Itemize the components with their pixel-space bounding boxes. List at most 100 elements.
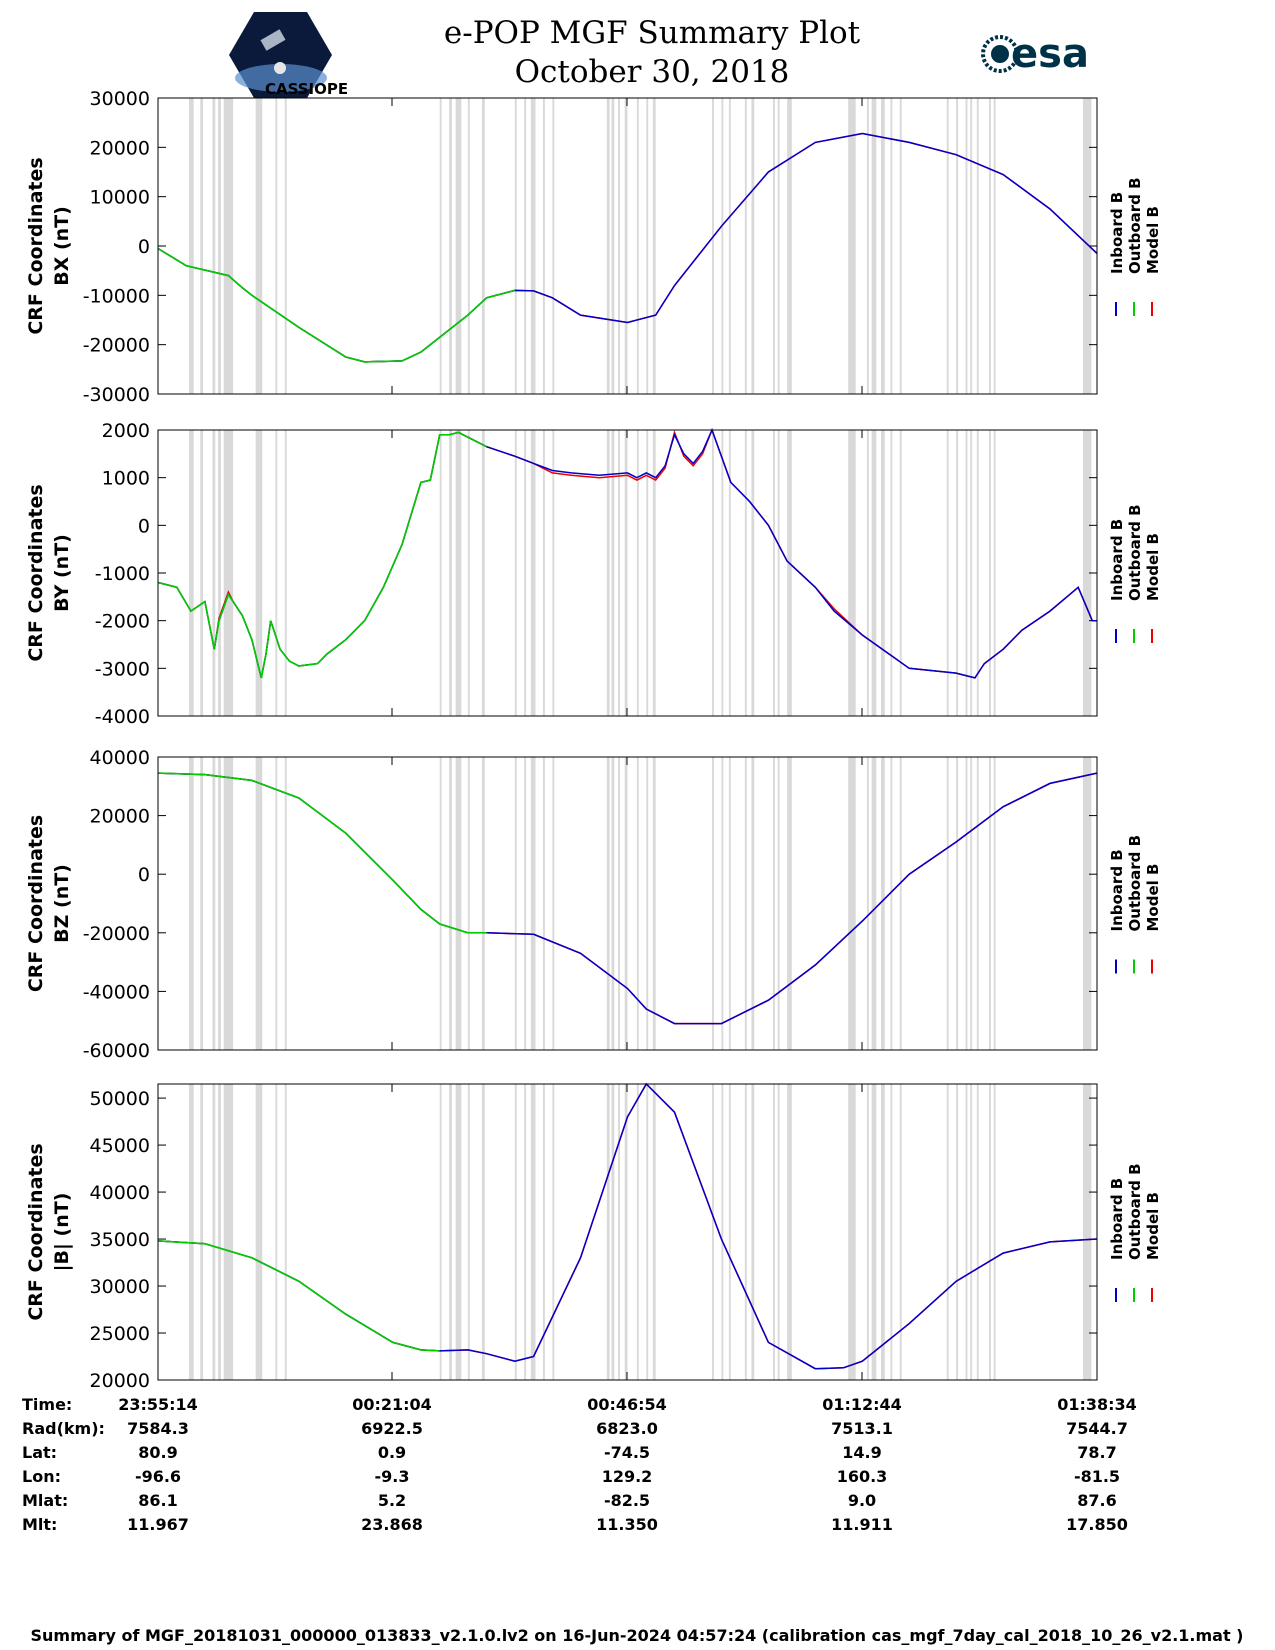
y-tick-label: 20000 [90, 806, 150, 828]
gap-band [255, 757, 263, 1050]
gap-band [773, 98, 775, 394]
gap-band [744, 98, 747, 394]
info-cell: 00:46:54 [587, 1395, 667, 1414]
legend-label: Inboard B [1108, 519, 1126, 601]
gap-band [636, 430, 639, 716]
y-tick-label: 20000 [90, 1370, 150, 1392]
gap-band [646, 98, 649, 394]
gap-band [223, 757, 234, 1050]
gap-band [652, 1084, 656, 1380]
gap-band [467, 1084, 470, 1380]
gap-band [467, 98, 470, 394]
info-cell: 01:12:44 [822, 1395, 902, 1414]
info-cell: 14.9 [842, 1443, 881, 1462]
gap-band [881, 757, 885, 1050]
info-cell: 5.2 [378, 1491, 406, 1510]
y-tick-label: -3000 [95, 658, 150, 680]
gap-band [848, 98, 856, 394]
y-tick-label: 45000 [90, 1135, 150, 1157]
gap-band [773, 757, 775, 1050]
gap-band [481, 430, 485, 716]
gap-band [970, 430, 973, 716]
panel-3: 40000 20000 0 -20000 -40000 -60000 CRF Coordin… [25, 747, 1162, 1062]
legend-label: Model B [1144, 206, 1162, 274]
gap-band [618, 1084, 620, 1380]
orbit-info-table: Time: Rad(km): Lat: Lon: Mlat: Mlt: 23:55:14 75… [22, 1395, 1137, 1534]
esa-logo: esa [981, 31, 1089, 77]
gap-band [188, 98, 194, 394]
gap-band [712, 1084, 714, 1380]
gap-band [728, 430, 731, 716]
y-axis-label-line2: BX (nT) [51, 206, 73, 286]
cassiope-logo: CASSIOPE [229, 12, 348, 98]
gap-band [866, 1084, 869, 1380]
gap-band [890, 98, 893, 394]
gap-band [284, 98, 287, 394]
gap-band [455, 1084, 462, 1380]
chart-subtitle: October 30, 2018 [515, 54, 790, 90]
gap-band [524, 757, 527, 1050]
gap-band [848, 430, 856, 716]
y-tick-label: 35000 [90, 1229, 150, 1251]
y-tick-label: -2000 [95, 611, 150, 633]
gap-band [275, 1084, 278, 1380]
gap-band [223, 1084, 234, 1380]
series-outboard-b [157, 431, 487, 679]
gap-band [989, 757, 991, 1050]
gap-band [439, 1084, 442, 1380]
gap-band [956, 98, 959, 394]
plot-frame [157, 429, 1098, 717]
gap-band [751, 430, 755, 716]
gap-band [976, 430, 979, 716]
gap-band [255, 98, 263, 394]
gap-band [787, 1084, 792, 1380]
y-axis-label-line2: |B| (nT) [51, 1193, 73, 1272]
gap-band [970, 98, 973, 394]
gap-band [481, 757, 485, 1050]
gap-band [542, 98, 545, 394]
gap-band [751, 98, 755, 394]
gap-band [946, 1084, 949, 1380]
y-tick-label: -10000 [83, 285, 150, 307]
gap-band [611, 98, 615, 394]
legend-label: Outboard B [1126, 504, 1144, 601]
gap-band [455, 98, 462, 394]
gap-band [1082, 757, 1092, 1050]
gap-band [514, 1084, 517, 1380]
y-tick-label: 30000 [90, 88, 150, 110]
gap-band [514, 430, 517, 716]
info-cell: 11.911 [831, 1515, 893, 1534]
gap-band [481, 98, 485, 394]
gap-band [976, 757, 979, 1050]
info-cell: 23.868 [361, 1515, 423, 1534]
info-cell: 80.9 [138, 1443, 177, 1462]
info-cell: 78.7 [1077, 1443, 1116, 1462]
gap-band [721, 430, 724, 716]
info-cell: 7513.1 [831, 1419, 893, 1438]
series-outboard-b [157, 1240, 440, 1352]
gap-band [611, 1084, 615, 1380]
gap-band [751, 757, 755, 1050]
plot-frame [157, 1083, 1098, 1381]
y-tick-label: 10000 [90, 187, 150, 209]
gap-band [652, 98, 656, 394]
info-cell: 7584.3 [127, 1419, 189, 1438]
info-cell: -74.5 [604, 1443, 650, 1462]
gap-band [744, 1084, 747, 1380]
gap-band [624, 430, 628, 716]
legend-label: Model B [1144, 1192, 1162, 1260]
y-axis-label-line1: CRF Coordinates [25, 157, 47, 334]
info-row-label: Time: [22, 1395, 72, 1414]
info-cell: 01:38:34 [1057, 1395, 1137, 1414]
gap-band [552, 1084, 555, 1380]
info-row-label: Lon: [22, 1467, 61, 1486]
gap-band [218, 1084, 221, 1380]
y-tick-label: -30000 [83, 384, 150, 406]
gap-band [777, 1084, 780, 1380]
gap-band [481, 1084, 485, 1380]
gap-band [530, 757, 536, 1050]
info-cell: 160.3 [837, 1467, 888, 1486]
legend-label: Inboard B [1108, 192, 1126, 274]
gap-band [866, 757, 869, 1050]
panel-1: 30000 20000 10000 0 -10000 -20000 -30000 CRF Co… [25, 88, 1162, 406]
